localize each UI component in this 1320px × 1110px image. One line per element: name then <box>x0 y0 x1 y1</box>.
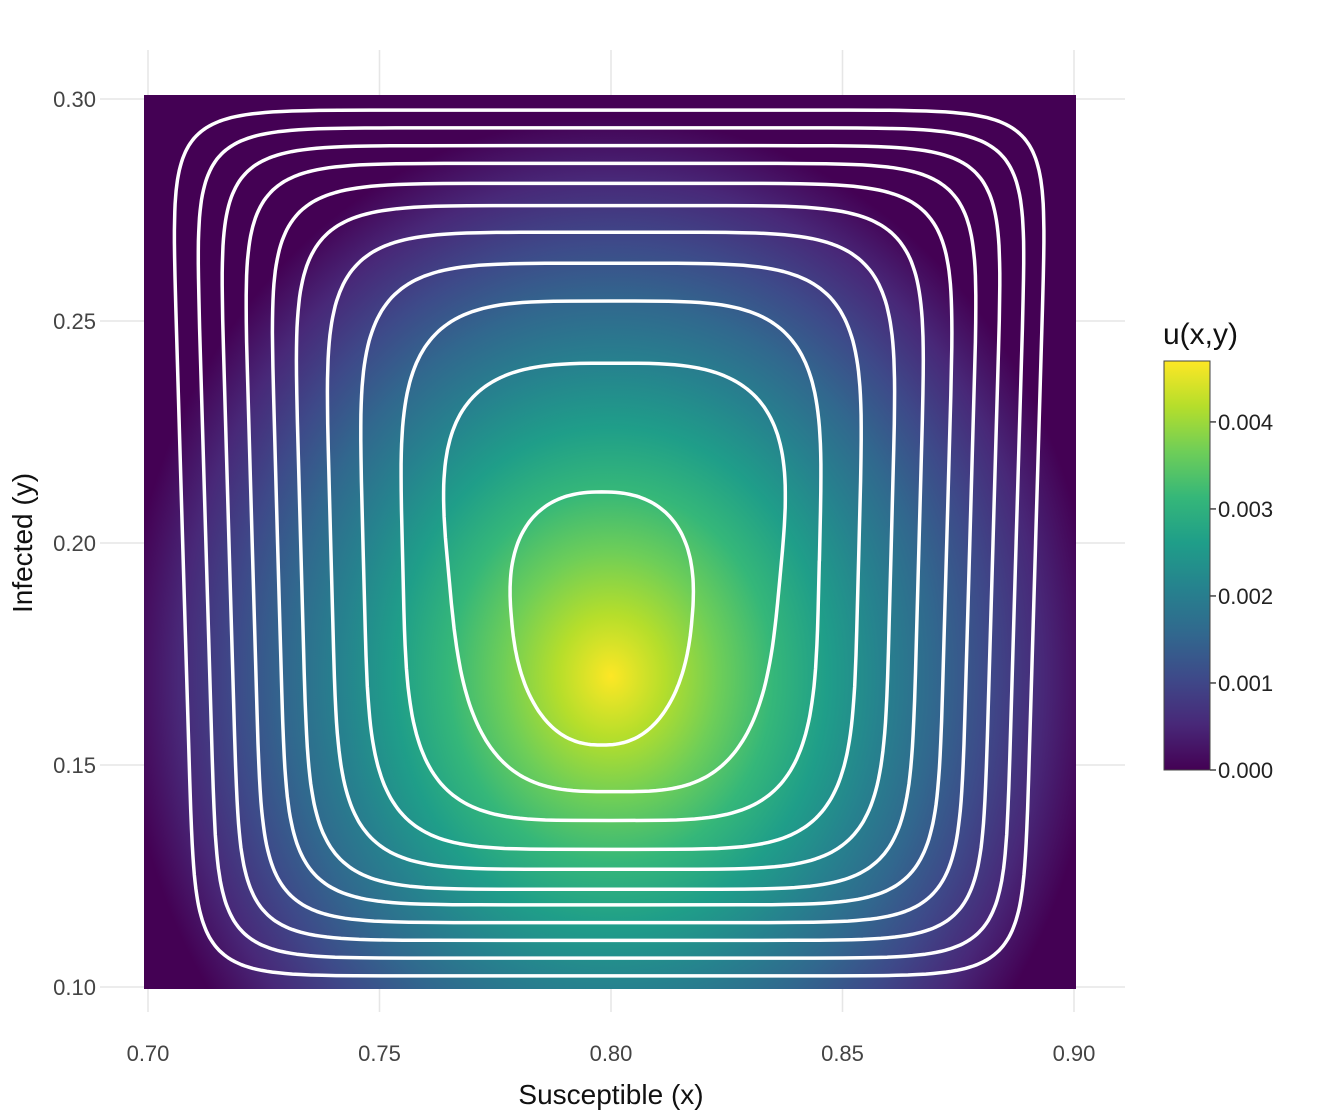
x-tick-label: 0.90 <box>1053 1041 1096 1066</box>
y-tick-label: 0.25 <box>53 309 96 334</box>
contour-line <box>359 261 863 852</box>
x-axis-title: Susceptible (x) <box>518 1079 703 1110</box>
x-axis-ticks: 0.70 0.75 0.80 0.85 0.90 <box>127 1041 1096 1066</box>
colorbar: u(x,y) 0.000 0.001 0.002 0.003 0.004 <box>1163 318 1273 783</box>
colorbar-tick-label: 0.001 <box>1218 671 1273 696</box>
colorbar-tick-label: 0.003 <box>1218 497 1273 522</box>
contour-line <box>441 361 788 794</box>
contour-line <box>399 299 823 823</box>
contour-line <box>294 203 926 892</box>
colorbar-gradient <box>1163 360 1211 771</box>
contour-lines <box>172 108 1046 978</box>
y-axis-title: Infected (y) <box>7 473 38 613</box>
x-tick-label: 0.70 <box>127 1041 170 1066</box>
colorbar-tick-label: 0.002 <box>1218 584 1273 609</box>
contour-line <box>196 126 1026 960</box>
x-tick-label: 0.80 <box>590 1041 633 1066</box>
y-tick-label: 0.15 <box>53 753 96 778</box>
colorbar-title: u(x,y) <box>1163 318 1238 351</box>
contour-line <box>172 108 1046 978</box>
y-tick-label: 0.20 <box>53 531 96 556</box>
contour-line <box>325 230 897 872</box>
contour-line <box>244 161 978 925</box>
contour-line <box>508 490 696 747</box>
contour-line <box>270 181 954 907</box>
x-tick-label: 0.85 <box>821 1041 864 1066</box>
contour-line <box>220 143 1002 943</box>
y-axis-ticks: 0.10 0.15 0.20 0.25 0.30 <box>53 87 96 1000</box>
y-tick-label: 0.30 <box>53 87 96 112</box>
x-tick-label: 0.75 <box>358 1041 401 1066</box>
y-tick-label: 0.10 <box>53 975 96 1000</box>
colorbar-ticks: 0.000 0.001 0.002 0.003 0.004 <box>1210 410 1273 783</box>
colorbar-tick-label: 0.000 <box>1218 758 1273 783</box>
colorbar-tick-label: 0.004 <box>1218 410 1273 435</box>
